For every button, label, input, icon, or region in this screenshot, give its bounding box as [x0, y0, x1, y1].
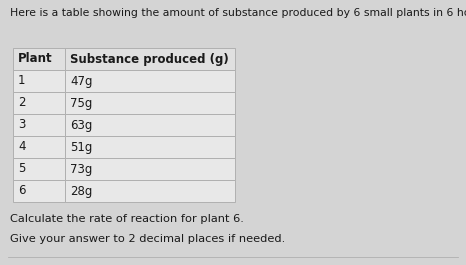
Text: Here is a table showing the amount of substance produced by 6 small plants in 6 : Here is a table showing the amount of su…: [10, 8, 466, 18]
Bar: [13, 136, 65, 158]
Text: 5: 5: [18, 162, 25, 175]
Bar: [13, 92, 65, 114]
Bar: [13, 70, 65, 92]
Text: 6: 6: [18, 184, 26, 197]
Bar: [13, 114, 65, 136]
Text: Substance produced (g): Substance produced (g): [70, 52, 229, 65]
Text: 4: 4: [18, 140, 26, 153]
Text: Give your answer to 2 decimal places if needed.: Give your answer to 2 decimal places if …: [10, 234, 285, 244]
Text: 63g: 63g: [70, 118, 92, 131]
Bar: [65, 114, 235, 136]
Bar: [65, 48, 235, 70]
Text: 75g: 75g: [70, 96, 92, 109]
Text: 2: 2: [18, 96, 26, 109]
Text: 51g: 51g: [70, 140, 92, 153]
Bar: [13, 158, 65, 180]
Bar: [65, 136, 235, 158]
Text: Calculate the rate of reaction for plant 6.: Calculate the rate of reaction for plant…: [10, 214, 244, 224]
Bar: [13, 180, 65, 202]
Text: Plant: Plant: [18, 52, 53, 65]
Text: 3: 3: [18, 118, 25, 131]
Text: 47g: 47g: [70, 74, 92, 87]
Bar: [65, 158, 235, 180]
Text: 73g: 73g: [70, 162, 92, 175]
Bar: [65, 180, 235, 202]
Text: 1: 1: [18, 74, 26, 87]
Text: 28g: 28g: [70, 184, 92, 197]
Bar: [65, 70, 235, 92]
Bar: [13, 48, 65, 70]
Bar: [65, 92, 235, 114]
